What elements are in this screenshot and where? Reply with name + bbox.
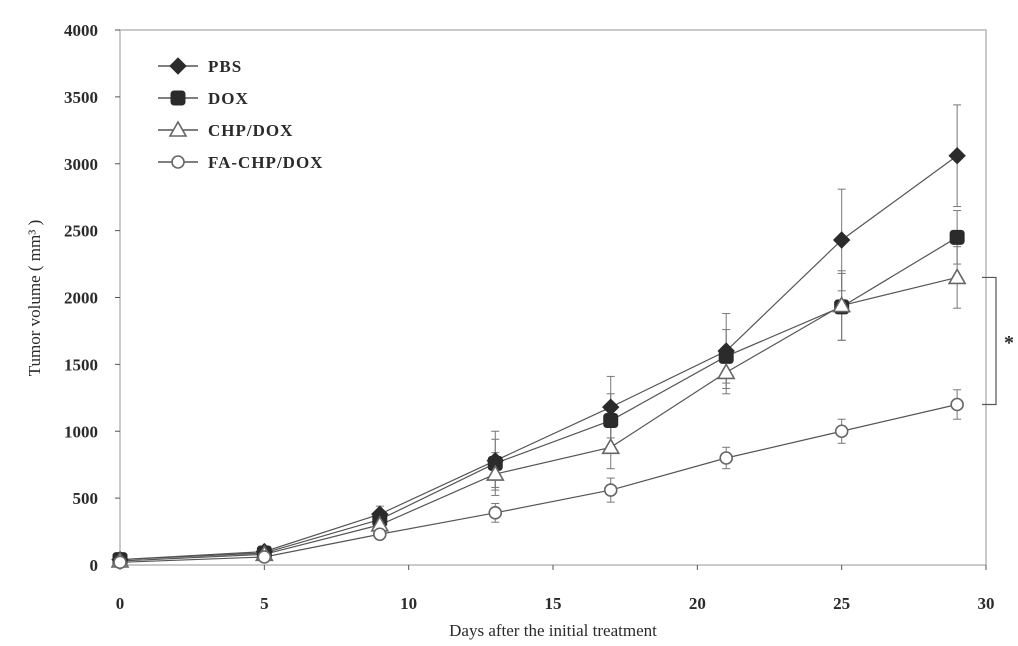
significance-bracket <box>982 276 997 406</box>
x-tick-label: 15 <box>545 594 562 613</box>
data-point <box>485 464 505 481</box>
data-point <box>719 451 734 465</box>
data-point <box>950 397 964 412</box>
data-point <box>716 362 736 380</box>
data-point <box>948 147 966 165</box>
data-point <box>947 267 967 285</box>
legend-item-label: PBS <box>208 57 242 76</box>
data-point <box>488 506 503 520</box>
y-tick-label: 3500 <box>64 88 98 107</box>
data-point <box>832 231 851 249</box>
y-axis-label: Tumor volume ( mm³ ) <box>25 220 44 377</box>
legend-marker <box>170 90 186 106</box>
data-point <box>949 229 965 245</box>
series-line-2 <box>119 236 958 561</box>
data-point <box>113 555 127 570</box>
x-tick-label: 20 <box>689 594 706 613</box>
legend-marker <box>169 57 187 75</box>
y-tick-label: 1000 <box>64 422 98 441</box>
data-point <box>718 348 734 364</box>
series-line-1 <box>119 155 958 561</box>
data-point <box>601 437 621 455</box>
data-point <box>257 550 272 564</box>
legend-item-label: DOX <box>208 89 249 108</box>
x-tick-label: 10 <box>400 594 417 613</box>
y-tick-label: 1500 <box>64 355 98 374</box>
x-tick-label: 5 <box>260 594 269 613</box>
data-point <box>372 527 387 542</box>
data-point <box>832 295 852 313</box>
significance-marker: * <box>1004 332 1014 354</box>
data-point <box>603 483 618 497</box>
y-tick-label: 3000 <box>64 155 98 174</box>
x-tick-label: 25 <box>833 594 850 613</box>
data-point <box>602 398 620 416</box>
y-tick-label: 4000 <box>64 21 98 40</box>
x-axis-label: Days after the initial treatment <box>449 621 657 640</box>
x-tick-label: 0 <box>116 594 125 613</box>
y-tick-label: 2500 <box>64 222 98 241</box>
y-tick-label: 2000 <box>64 289 98 308</box>
legend-marker <box>171 155 185 169</box>
x-tick-label: 30 <box>978 594 995 613</box>
y-tick-label: 500 <box>73 489 99 508</box>
series-line-3 <box>119 276 958 562</box>
data-point <box>834 424 849 439</box>
legend-item-label: FA-CHP/DOX <box>208 153 323 172</box>
y-tick-label: 0 <box>90 556 99 575</box>
series-line-4 <box>119 403 958 563</box>
legend-marker <box>168 120 188 137</box>
legend-item-label: CHP/DOX <box>208 121 293 140</box>
data-point <box>603 413 619 429</box>
